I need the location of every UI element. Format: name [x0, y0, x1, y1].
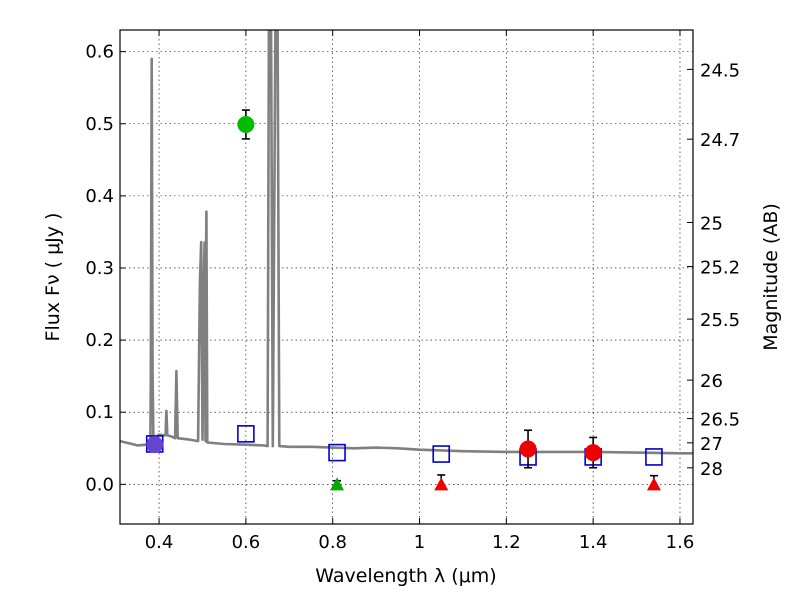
model-square-point [432, 445, 451, 463]
x-tick-label: 1.4 [579, 532, 608, 553]
x-tick-label: 0.8 [318, 532, 347, 553]
mag-tick-label: 26 [700, 371, 723, 392]
data-layer [120, 30, 693, 491]
x-tick-label: 0.6 [232, 532, 261, 553]
sed-line [120, 30, 693, 455]
plot-frame [119, 29, 694, 525]
photometry-point [146, 436, 164, 454]
mag-tick-label: 25 [700, 213, 723, 234]
axis-ticks: 0.4 0.6 0.8 1 1.2 1.4 1.6 0.0 0.1 0.2 0.3 0.4 0.5 0.6… [85, 30, 740, 553]
upper-limit-point [330, 477, 345, 491]
x-tick-label: 0.4 [145, 532, 174, 553]
y-tick-label: 0.0 [85, 474, 114, 495]
x-tick-label: 1.6 [666, 532, 695, 553]
model-square-point [645, 448, 663, 466]
mag-tick-label: 28 [700, 459, 723, 480]
right-axis-title: Magnitude (AB) [760, 203, 782, 351]
x-axis-title: Wavelength λ (μm) [315, 565, 496, 587]
mag-tick-label: 27 [700, 434, 723, 455]
mag-tick-label: 25.2 [700, 258, 740, 279]
model-square-point [328, 443, 346, 462]
y-tick-label: 0.5 [85, 114, 114, 135]
y-tick-label: 0.1 [85, 402, 114, 423]
photometry-point [584, 444, 602, 462]
y-tick-label: 0.6 [85, 42, 114, 63]
model-square-point [237, 425, 255, 443]
plot-background [120, 30, 693, 524]
mag-tick-label: 24.7 [700, 130, 740, 151]
upper-limit-point [646, 477, 661, 491]
photometry-point [237, 115, 255, 133]
upper-limit-point [434, 477, 449, 491]
photometry-point [519, 440, 537, 458]
mag-tick-label: 25.5 [700, 310, 740, 331]
y-tick-label: 0.3 [85, 258, 114, 279]
x-tick-label: 1.2 [492, 532, 521, 553]
y-tick-label: 0.4 [85, 186, 114, 207]
mag-tick-label: 24.5 [700, 60, 740, 81]
y-axis-title: Flux Fν ( μJy ) [42, 213, 64, 342]
y-tick-label: 0.2 [85, 330, 114, 351]
x-tick-label: 1 [414, 532, 425, 553]
mag-tick-label: 26.5 [700, 410, 740, 431]
grid-lines [120, 30, 693, 524]
